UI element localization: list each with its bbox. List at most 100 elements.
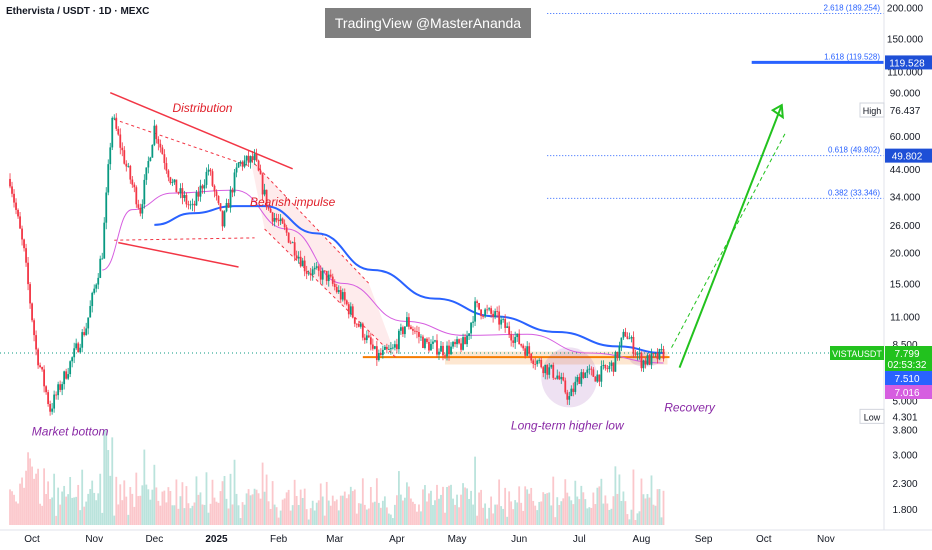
candle-body (17, 209, 19, 217)
volume-bar (151, 489, 154, 525)
volume-bar (596, 487, 599, 525)
candle-body (379, 352, 382, 355)
candle-body (269, 208, 272, 213)
candle-body (311, 269, 314, 276)
volume-bar (133, 506, 136, 525)
candle-body (81, 332, 84, 348)
volume-bar (221, 481, 224, 525)
watermark: TradingView @MasterAnanda (325, 8, 531, 38)
candle-body (618, 345, 621, 358)
candle-body (606, 368, 609, 370)
annotations: Distribution Bearish impulse Market bottom… (32, 101, 716, 438)
fib-level-label: 0.382 (33.346) (828, 188, 880, 197)
candle-body (385, 347, 388, 350)
candle-body (73, 348, 76, 358)
candle-body (47, 392, 50, 405)
volume-bar (470, 490, 472, 525)
candle-body (39, 365, 41, 367)
volume-bar (165, 502, 168, 525)
candle-body (333, 283, 336, 287)
volume-bar (339, 495, 342, 525)
volume-bar (157, 500, 160, 525)
volume-bar (345, 498, 348, 525)
volume-bar (27, 452, 29, 525)
candle-body (173, 179, 176, 183)
volume-bar (33, 478, 35, 525)
volume-bar (263, 491, 266, 525)
candle-body (522, 345, 525, 349)
candle-body (21, 228, 23, 240)
volume-bar (420, 511, 422, 525)
candle-body (259, 170, 262, 175)
volume-bar (135, 472, 138, 525)
candle-body (544, 364, 547, 374)
candle-body (127, 165, 130, 167)
y-tick-label: 110.000 (887, 67, 923, 78)
candle-body (478, 302, 480, 310)
volume-bar (229, 473, 232, 525)
volume-bar (293, 479, 296, 525)
candle-body (181, 188, 184, 198)
volume-bar (646, 494, 649, 525)
candle-body (25, 248, 27, 263)
volume-bar (309, 508, 312, 525)
candle-body (255, 154, 258, 161)
candle-body (175, 179, 178, 193)
candle-body (650, 353, 653, 365)
volume-bar (267, 501, 270, 525)
candle-body (79, 347, 82, 353)
volume-bar (476, 515, 478, 525)
volume-bar (57, 487, 60, 525)
volume-bar (544, 493, 547, 525)
candle-body (574, 381, 577, 392)
candle-body (305, 271, 308, 274)
x-tick-label: May (448, 534, 467, 545)
volume-bar (550, 505, 553, 525)
candle-body (19, 216, 21, 229)
volume-bar (416, 511, 418, 525)
candle-body (243, 160, 246, 167)
candle-body (490, 308, 493, 314)
candle-body (281, 218, 284, 224)
candle-body (267, 206, 270, 209)
volume-bar (261, 462, 264, 525)
volume-bar (121, 500, 124, 525)
candle-body (656, 353, 659, 360)
candle-body (123, 150, 126, 164)
candle-body (572, 388, 575, 392)
volume-bar (51, 497, 54, 525)
volume-bar (566, 492, 569, 525)
candle-body (508, 326, 511, 335)
candle-body (283, 223, 286, 228)
volume-bar (608, 509, 611, 525)
candle-body (41, 366, 43, 370)
volume-bar (215, 501, 218, 525)
candle-body (502, 319, 505, 320)
volume-bar (243, 504, 246, 525)
volume-bar (73, 497, 76, 525)
volume-bar (576, 496, 579, 525)
volume-bar (532, 500, 535, 525)
volume-bar (207, 512, 210, 525)
volume-bar (131, 493, 134, 525)
volume-bar (67, 494, 70, 525)
volume-bar (167, 487, 170, 525)
volume-bar (43, 468, 45, 525)
candle-body (249, 156, 252, 163)
volume-bar (17, 503, 19, 525)
volume-bar (628, 519, 631, 525)
volume-bar (161, 491, 164, 525)
candle-body (353, 317, 356, 324)
volume-bar (408, 486, 410, 525)
candle-body (275, 217, 278, 220)
annotation-label: Market bottom (32, 424, 109, 438)
candle-body (155, 125, 158, 140)
candle-body (646, 355, 649, 365)
candle-body (167, 170, 170, 178)
candle-body (450, 346, 452, 355)
y-tick-label: 44.000 (890, 165, 921, 176)
volume-bar (95, 500, 98, 525)
volume-bar (97, 493, 100, 525)
